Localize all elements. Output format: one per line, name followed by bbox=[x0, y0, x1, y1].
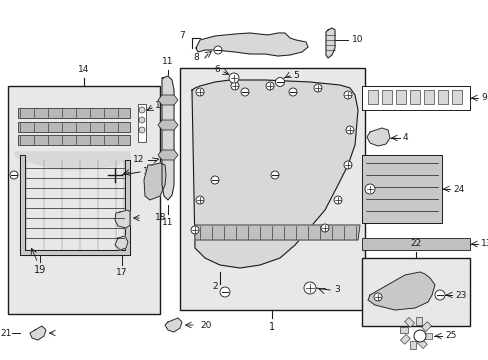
Text: 5: 5 bbox=[292, 71, 298, 80]
Polygon shape bbox=[158, 95, 178, 105]
Polygon shape bbox=[325, 28, 334, 58]
Circle shape bbox=[139, 107, 145, 113]
Circle shape bbox=[241, 88, 248, 96]
Text: 14: 14 bbox=[78, 65, 89, 74]
Circle shape bbox=[230, 82, 239, 90]
Text: 2: 2 bbox=[212, 282, 218, 291]
Circle shape bbox=[228, 73, 239, 83]
Bar bbox=[361, 258, 469, 326]
Circle shape bbox=[333, 196, 341, 204]
Bar bbox=[423, 333, 431, 339]
Polygon shape bbox=[15, 152, 130, 170]
Text: 15: 15 bbox=[155, 102, 166, 111]
Text: 4: 4 bbox=[402, 134, 408, 143]
Polygon shape bbox=[196, 33, 307, 56]
Bar bbox=[381, 90, 391, 104]
Bar bbox=[417, 339, 427, 348]
Circle shape bbox=[191, 226, 199, 234]
Bar bbox=[180, 68, 364, 310]
Text: 7: 7 bbox=[179, 31, 184, 40]
Text: 18: 18 bbox=[155, 213, 166, 222]
Circle shape bbox=[10, 171, 18, 179]
Polygon shape bbox=[366, 128, 389, 146]
Bar bbox=[423, 90, 433, 104]
Polygon shape bbox=[158, 120, 178, 130]
Circle shape bbox=[320, 224, 328, 232]
Polygon shape bbox=[192, 80, 357, 268]
Bar bbox=[18, 122, 130, 132]
Circle shape bbox=[343, 161, 351, 169]
Text: 8: 8 bbox=[193, 54, 199, 63]
Bar bbox=[8, 86, 160, 314]
Text: 11: 11 bbox=[162, 57, 173, 66]
Circle shape bbox=[313, 84, 321, 92]
Text: 9: 9 bbox=[480, 94, 486, 103]
Text: 20: 20 bbox=[200, 320, 211, 329]
Bar bbox=[409, 90, 419, 104]
Text: 17: 17 bbox=[116, 268, 127, 277]
Text: 23: 23 bbox=[454, 291, 466, 300]
Polygon shape bbox=[162, 76, 174, 200]
Polygon shape bbox=[20, 155, 130, 255]
Circle shape bbox=[364, 184, 374, 194]
Bar bbox=[361, 238, 469, 250]
Polygon shape bbox=[367, 272, 434, 310]
Circle shape bbox=[214, 46, 222, 54]
Text: 12: 12 bbox=[132, 156, 143, 165]
Polygon shape bbox=[164, 318, 182, 332]
Polygon shape bbox=[30, 326, 46, 340]
Bar bbox=[18, 135, 130, 145]
Text: 6: 6 bbox=[214, 66, 220, 75]
Text: 11: 11 bbox=[162, 218, 173, 227]
Circle shape bbox=[220, 287, 229, 297]
Bar bbox=[400, 334, 409, 344]
Bar bbox=[451, 90, 461, 104]
Bar bbox=[415, 317, 421, 325]
Circle shape bbox=[210, 176, 219, 184]
Polygon shape bbox=[115, 236, 128, 250]
Bar bbox=[404, 318, 414, 327]
Polygon shape bbox=[195, 225, 359, 240]
Circle shape bbox=[196, 196, 203, 204]
Circle shape bbox=[343, 91, 351, 99]
Bar bbox=[18, 108, 130, 118]
Circle shape bbox=[346, 126, 353, 134]
Circle shape bbox=[288, 88, 296, 96]
Bar bbox=[421, 322, 431, 332]
Text: 25: 25 bbox=[444, 332, 455, 341]
Bar bbox=[138, 104, 146, 142]
Polygon shape bbox=[158, 150, 178, 160]
Bar bbox=[409, 341, 415, 349]
Text: 10: 10 bbox=[351, 36, 363, 45]
Text: 1: 1 bbox=[268, 322, 274, 332]
Circle shape bbox=[139, 117, 145, 123]
Polygon shape bbox=[143, 163, 165, 200]
Bar bbox=[399, 327, 407, 333]
Circle shape bbox=[139, 127, 145, 133]
Bar bbox=[395, 90, 405, 104]
Circle shape bbox=[373, 293, 381, 301]
Circle shape bbox=[413, 330, 425, 342]
Circle shape bbox=[304, 282, 315, 294]
Circle shape bbox=[270, 171, 279, 179]
Bar bbox=[437, 90, 447, 104]
Text: 16: 16 bbox=[142, 166, 154, 175]
Text: 13: 13 bbox=[480, 239, 488, 248]
Text: 21: 21 bbox=[0, 328, 12, 338]
Polygon shape bbox=[115, 210, 130, 228]
Bar bbox=[367, 90, 377, 104]
Circle shape bbox=[275, 77, 284, 86]
Text: 24: 24 bbox=[452, 184, 463, 194]
Text: 22: 22 bbox=[409, 239, 421, 248]
Text: 3: 3 bbox=[333, 285, 339, 294]
Bar bbox=[361, 86, 469, 110]
Text: 19: 19 bbox=[34, 265, 46, 275]
Bar bbox=[361, 155, 441, 223]
Circle shape bbox=[265, 82, 273, 90]
Circle shape bbox=[196, 88, 203, 96]
Circle shape bbox=[434, 290, 444, 300]
